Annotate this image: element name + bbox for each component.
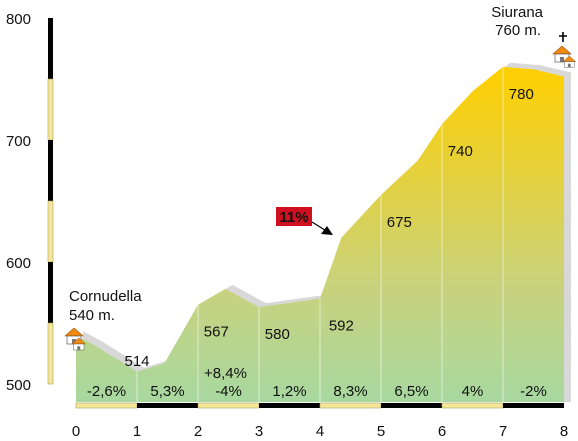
- value-label-592: 592: [329, 318, 354, 335]
- x-axis-segment-6: [441, 402, 504, 409]
- value-label-567: 567: [204, 324, 229, 341]
- x-axis-segment-0: [75, 402, 138, 409]
- start-house-icon-small-door: [77, 346, 81, 350]
- start-place-altitude: 540 m.: [69, 307, 115, 324]
- grade-label-km-1: -2,6%: [87, 383, 126, 400]
- grade-label-km-6: 6,5%: [394, 383, 428, 400]
- value-label-675: 675: [387, 214, 412, 231]
- max-grade-label: 11%: [279, 209, 308, 226]
- x-tick-label-8: 8: [560, 423, 568, 440]
- y-tick-label-700: 700: [6, 133, 31, 150]
- x-axis-segment-3: [259, 403, 320, 408]
- y-axis-segment-2: [48, 140, 53, 201]
- x-tick-label-5: 5: [377, 423, 385, 440]
- max-grade-badge: [276, 207, 312, 226]
- y-axis-segment-5: [47, 322, 54, 385]
- x-tick-label-6: 6: [438, 423, 446, 440]
- value-label-740: 740: [448, 143, 473, 160]
- end-house-icon: [552, 45, 572, 63]
- value-label-514: 514: [124, 353, 149, 370]
- end-house-icon-roof: [552, 45, 572, 55]
- y-axis-segment-0: [48, 18, 53, 79]
- grade-labels: -2,6% 5,3% -4% 1,2% 8,3% 6,5% 4% -2% +8,4% 11%: [87, 207, 547, 400]
- x-axis-segment-2: [197, 402, 260, 409]
- x-axis-segment-4: [319, 402, 382, 409]
- x-tick-label-2: 2: [194, 423, 202, 440]
- end-house-icon-door: [560, 57, 564, 62]
- end-place-name: Siurana: [491, 4, 543, 21]
- x-tick-label-0: 0: [72, 423, 80, 440]
- value-label-780: 780: [509, 86, 534, 103]
- y-tick-label-800: 800: [6, 11, 31, 28]
- end-place-altitude: 760 m.: [495, 22, 541, 39]
- value-labels: 514 567 580 592 675 740 780: [124, 86, 533, 370]
- max-grade-pointer-arrow: [321, 226, 333, 235]
- grade-label-km-4: 1,2%: [272, 383, 306, 400]
- x-axis-segment-5: [381, 403, 442, 408]
- grade-label-km-7: 4%: [462, 383, 484, 400]
- x-tick-label-4: 4: [316, 423, 324, 440]
- value-label-580: 580: [265, 326, 290, 343]
- x-axis: 0 1 2 3 4 5 6 7 8: [72, 402, 568, 440]
- y-axis-segment-3: [47, 200, 54, 263]
- x-tick-label-7: 7: [499, 423, 507, 440]
- km-gridlines: [136, 66, 504, 402]
- grade-label-km-3: -4%: [215, 383, 242, 400]
- grade-label-km-5: 8,3%: [333, 383, 367, 400]
- y-axis: 500 600 700 800: [6, 11, 54, 394]
- y-tick-label-500: 500: [6, 377, 31, 394]
- grade-label-extra: +8,4%: [204, 365, 247, 382]
- grade-label-km-2: 5,3%: [150, 383, 184, 400]
- x-axis-segment-1: [137, 403, 198, 408]
- y-axis-segment-1: [47, 78, 54, 141]
- x-tick-label-1: 1: [133, 423, 141, 440]
- start-house-icon-small: [71, 337, 87, 351]
- grade-label-km-8: -2%: [520, 383, 547, 400]
- x-tick-label-3: 3: [255, 423, 263, 440]
- end-house-icon-small-door: [567, 63, 571, 68]
- start-house-icon-door: [72, 339, 76, 344]
- start-house-icon-roof: [64, 327, 84, 337]
- end-house-icon-small: [562, 55, 577, 68]
- church-cross-icon: [559, 32, 567, 42]
- start-place-name: Cornudella: [69, 288, 142, 305]
- y-axis-segment-4: [48, 262, 53, 323]
- y-tick-label-600: 600: [6, 255, 31, 272]
- x-axis-segment-7: [503, 403, 564, 408]
